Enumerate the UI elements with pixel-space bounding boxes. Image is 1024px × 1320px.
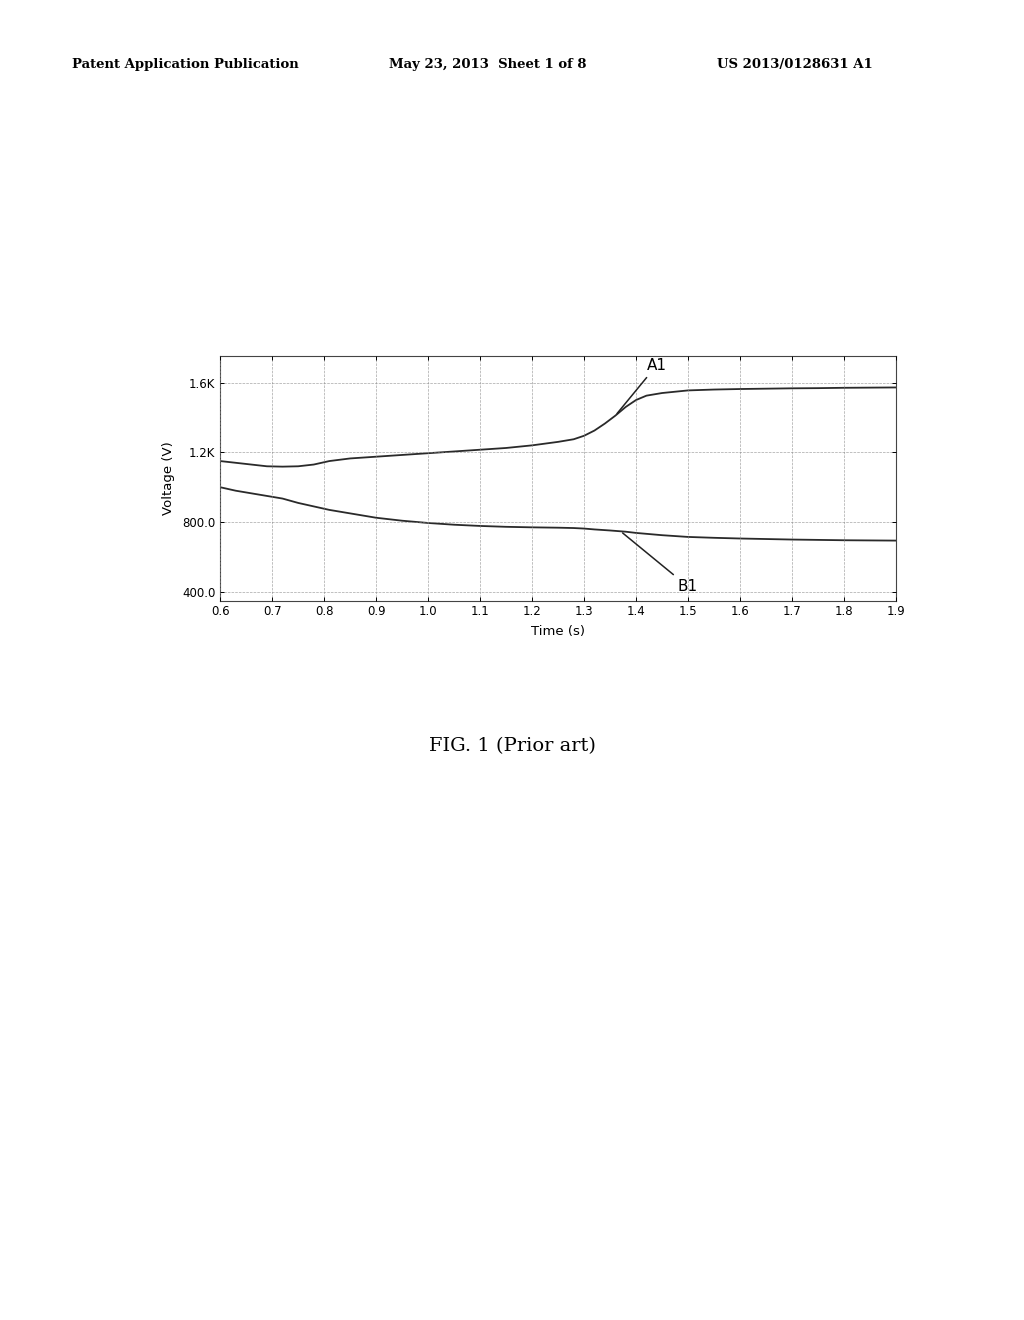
Y-axis label: Voltage (V): Voltage (V) [162, 442, 175, 515]
Text: B1: B1 [623, 533, 698, 594]
Text: FIG. 1 (Prior art): FIG. 1 (Prior art) [429, 737, 595, 755]
Text: US 2013/0128631 A1: US 2013/0128631 A1 [717, 58, 872, 71]
Text: A1: A1 [617, 358, 667, 413]
Text: May 23, 2013  Sheet 1 of 8: May 23, 2013 Sheet 1 of 8 [389, 58, 587, 71]
Text: Patent Application Publication: Patent Application Publication [72, 58, 298, 71]
X-axis label: Time (s): Time (s) [531, 626, 585, 639]
